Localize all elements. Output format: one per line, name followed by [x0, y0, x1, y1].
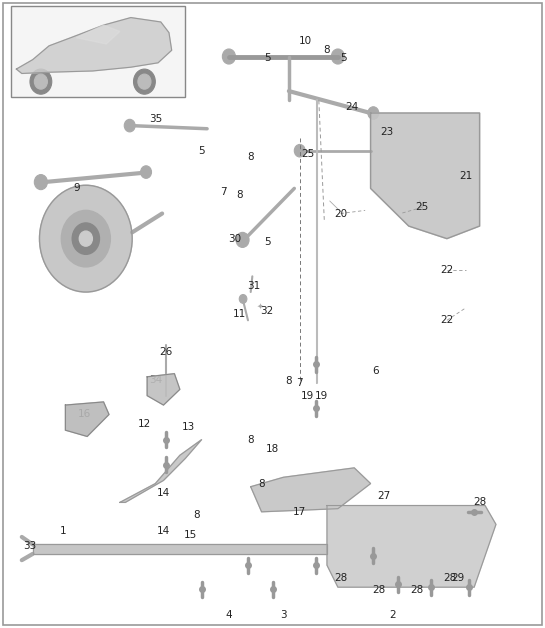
- Text: 35: 35: [149, 114, 162, 124]
- Text: 22: 22: [440, 315, 453, 325]
- Polygon shape: [147, 374, 180, 405]
- Text: 25: 25: [301, 149, 314, 159]
- Text: 3: 3: [280, 610, 287, 620]
- Text: 14: 14: [157, 526, 170, 536]
- Text: 27: 27: [378, 491, 391, 501]
- Text: 26: 26: [160, 347, 173, 357]
- Text: 31: 31: [247, 281, 260, 291]
- Text: 25: 25: [416, 202, 429, 212]
- Circle shape: [34, 175, 47, 190]
- Text: 19: 19: [301, 391, 314, 401]
- Circle shape: [141, 166, 152, 178]
- Text: 8: 8: [247, 435, 254, 445]
- Text: 2: 2: [389, 610, 396, 620]
- Text: 8: 8: [247, 152, 254, 162]
- Text: 16: 16: [78, 409, 91, 420]
- Text: 10: 10: [299, 36, 312, 46]
- Text: 8: 8: [286, 376, 292, 386]
- Circle shape: [30, 69, 52, 94]
- Text: 11: 11: [233, 309, 246, 319]
- Text: 4: 4: [226, 610, 232, 620]
- Text: 28: 28: [443, 573, 456, 583]
- Text: 19: 19: [315, 391, 328, 401]
- Text: 8: 8: [193, 510, 199, 520]
- Text: 5: 5: [264, 53, 270, 63]
- Text: 5: 5: [198, 146, 205, 156]
- Polygon shape: [65, 402, 109, 436]
- Circle shape: [72, 223, 100, 254]
- Circle shape: [331, 49, 344, 64]
- Text: 18: 18: [266, 444, 279, 454]
- Text: 8: 8: [258, 479, 265, 489]
- Text: 13: 13: [181, 422, 195, 432]
- Bar: [11, 6, 185, 97]
- Text: 33: 33: [23, 541, 37, 551]
- Text: 28: 28: [473, 497, 486, 507]
- Text: 30: 30: [228, 234, 241, 244]
- Polygon shape: [120, 440, 202, 502]
- Circle shape: [138, 74, 151, 89]
- Circle shape: [40, 185, 132, 292]
- Text: 9: 9: [73, 183, 80, 193]
- Text: 6: 6: [373, 365, 379, 376]
- Text: 21: 21: [459, 171, 473, 181]
- Text: ✦: ✦: [257, 301, 264, 310]
- Polygon shape: [371, 113, 480, 239]
- Text: 8: 8: [237, 190, 243, 200]
- Circle shape: [239, 295, 247, 303]
- Circle shape: [236, 232, 249, 247]
- Circle shape: [294, 144, 305, 157]
- Text: 7: 7: [220, 187, 227, 197]
- Text: 7: 7: [296, 378, 303, 388]
- Circle shape: [62, 210, 111, 267]
- Polygon shape: [251, 468, 371, 512]
- Text: 5: 5: [264, 237, 270, 247]
- Circle shape: [368, 107, 379, 119]
- Text: 5: 5: [340, 53, 347, 63]
- Text: 28: 28: [334, 573, 347, 583]
- Text: 1: 1: [59, 526, 66, 536]
- Text: 32: 32: [261, 306, 274, 316]
- Text: 15: 15: [184, 530, 197, 540]
- Polygon shape: [33, 544, 327, 554]
- Text: 14: 14: [157, 488, 170, 498]
- Text: 24: 24: [345, 102, 358, 112]
- Polygon shape: [327, 506, 496, 587]
- Circle shape: [124, 119, 135, 132]
- Circle shape: [222, 49, 235, 64]
- Text: 8: 8: [324, 45, 330, 55]
- Text: 12: 12: [138, 419, 151, 429]
- Text: 29: 29: [451, 573, 464, 583]
- Polygon shape: [16, 18, 172, 73]
- Text: 28: 28: [410, 585, 423, 595]
- Text: 22: 22: [440, 265, 453, 275]
- Text: 17: 17: [293, 507, 306, 517]
- Text: 28: 28: [372, 585, 385, 595]
- Circle shape: [34, 74, 47, 89]
- Text: 34: 34: [149, 375, 162, 385]
- Text: 23: 23: [380, 127, 393, 137]
- Circle shape: [134, 69, 155, 94]
- Text: 20: 20: [334, 208, 347, 219]
- Circle shape: [80, 231, 93, 246]
- Polygon shape: [76, 25, 120, 44]
